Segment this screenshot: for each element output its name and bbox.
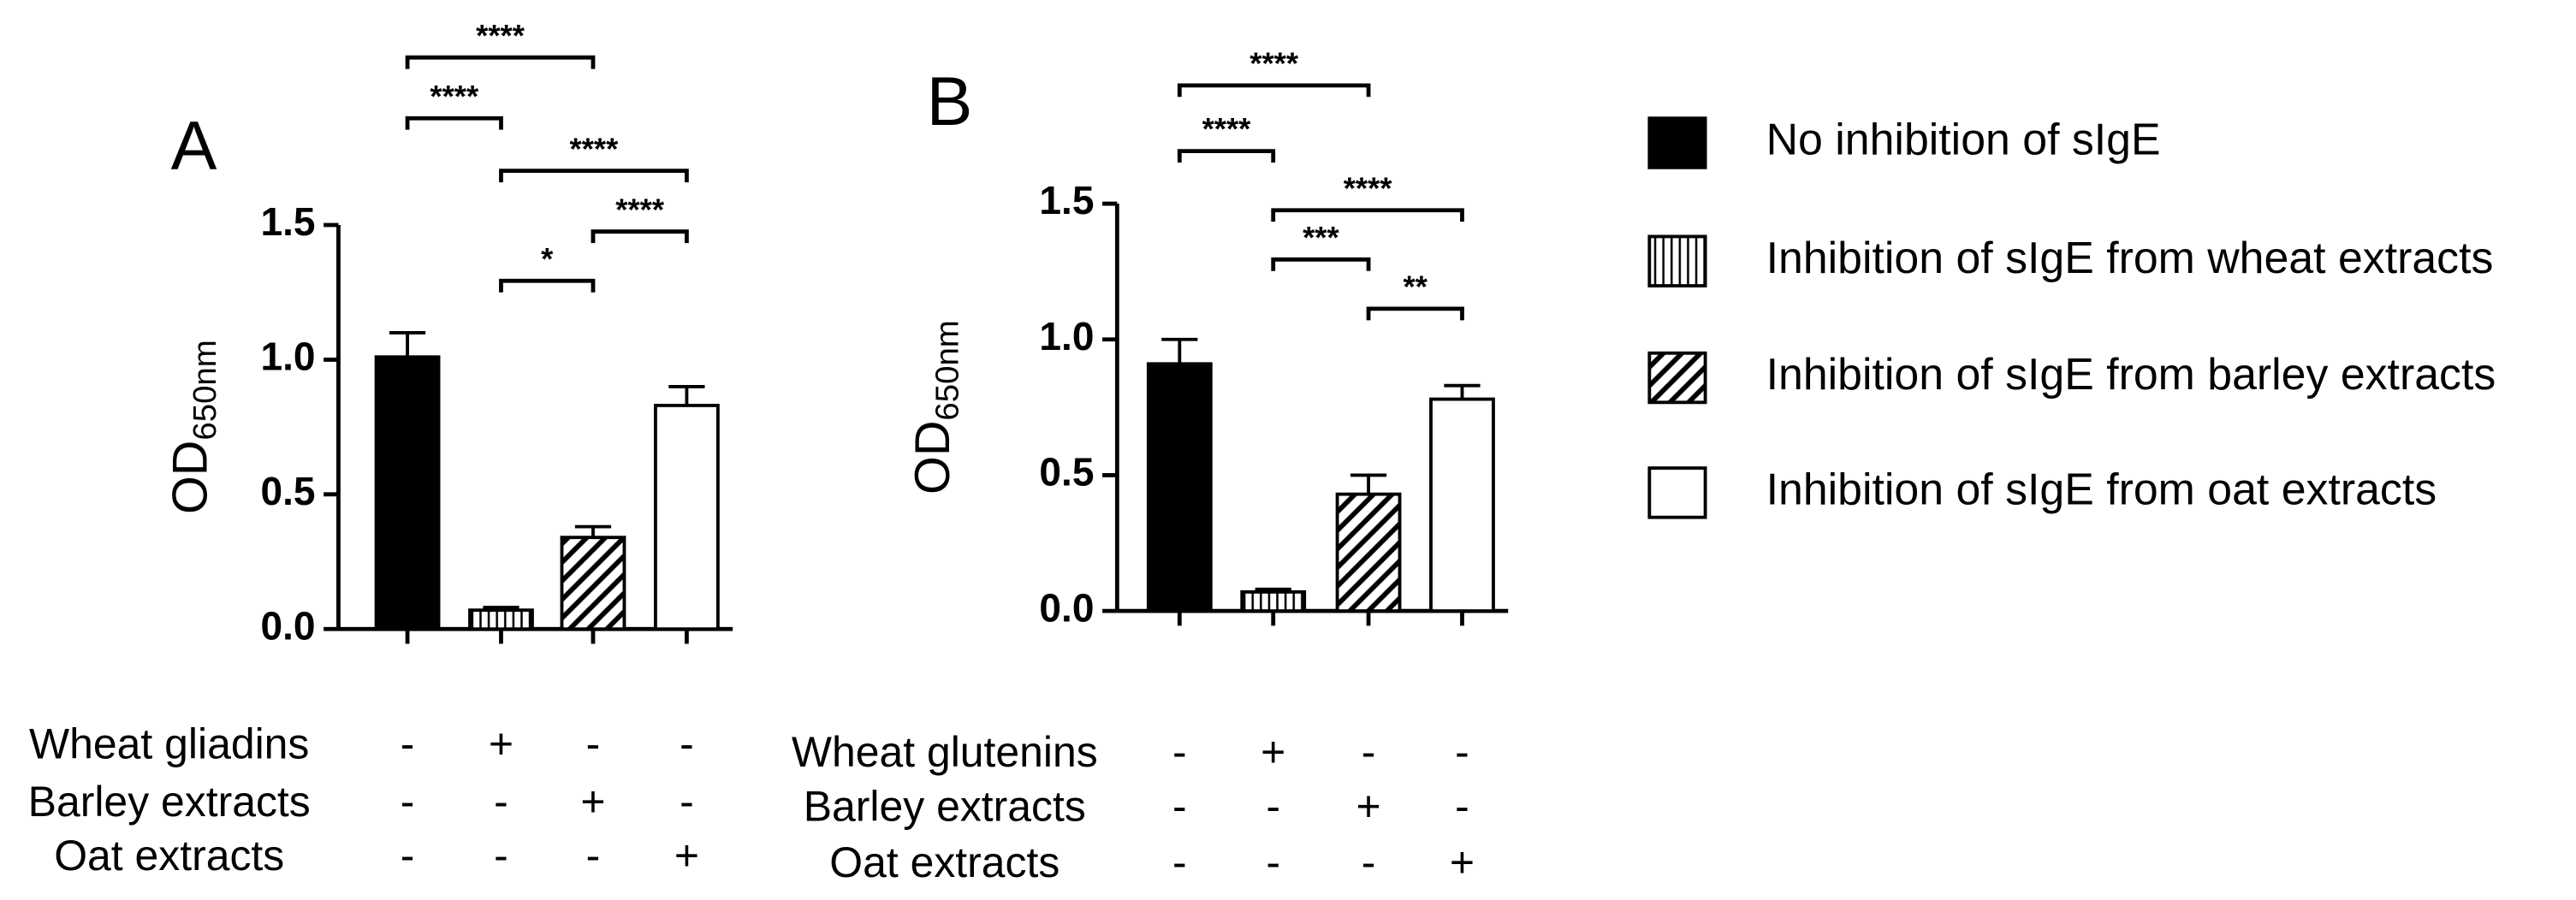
significance-bracket — [1177, 83, 1371, 98]
y-axis-label-main: OD — [163, 441, 218, 514]
condition-label: Wheat gliadins — [29, 720, 309, 768]
significance-label: **** — [476, 18, 525, 53]
condition-sign: + — [580, 778, 605, 826]
legend-swatch — [1647, 466, 1707, 519]
significance-label: **** — [615, 192, 665, 227]
significance-bracket — [405, 55, 596, 69]
y-axis-label-sub: 650nm — [187, 340, 223, 440]
bar — [560, 536, 626, 631]
condition-sign: - — [1455, 728, 1469, 776]
y-axis-label-main: OD — [905, 421, 960, 494]
condition-label: Oat extracts — [54, 832, 284, 879]
condition-sign: - — [401, 720, 415, 768]
condition-sign: - — [401, 778, 415, 826]
condition-sign: + — [1261, 728, 1285, 776]
significance-label: **** — [1202, 111, 1252, 146]
condition-sign: - — [401, 832, 415, 879]
condition-sign: - — [680, 720, 694, 768]
significance-bracket — [1271, 208, 1464, 222]
significance-bracket — [591, 229, 689, 244]
y-tick-label: 1.0 — [261, 335, 316, 379]
bar — [1146, 362, 1213, 613]
condition-sign: - — [1362, 838, 1376, 886]
significance-label: **** — [570, 131, 620, 166]
condition-label: Barley extracts — [28, 778, 311, 826]
bar — [1429, 397, 1495, 613]
condition-sign: - — [1362, 728, 1376, 776]
condition-sign: - — [1172, 728, 1187, 776]
y-tick-label: 1.0 — [1039, 314, 1094, 358]
significance-label: ** — [1404, 269, 1428, 305]
legend-swatch — [1647, 234, 1707, 287]
condition-label: Wheat glutenins — [792, 728, 1098, 776]
legend-swatch — [1647, 351, 1707, 405]
significance-bracket — [499, 169, 689, 183]
condition-sign: - — [680, 778, 694, 826]
panel-label: A — [171, 108, 217, 185]
significance-bracket — [405, 115, 503, 130]
condition-sign: + — [674, 832, 699, 879]
condition-label: Barley extracts — [804, 783, 1086, 831]
bar — [1240, 589, 1307, 613]
significance-bracket — [1177, 149, 1276, 163]
y-tick-label: 1.5 — [261, 199, 316, 244]
legend-label: Inhibition of sIgE from oat extracts — [1766, 465, 2437, 514]
condition-sign: - — [494, 778, 508, 826]
condition-sign: + — [489, 720, 513, 768]
condition-sign: + — [1356, 783, 1380, 831]
legend-label: Inhibition of sIgE from wheat extracts — [1766, 233, 2494, 282]
significance-bracket — [1366, 306, 1464, 321]
condition-sign: - — [586, 720, 601, 768]
legend-label: No inhibition of sIgE — [1766, 115, 2161, 164]
bar — [1335, 492, 1402, 613]
condition-sign: - — [586, 832, 601, 879]
y-tick-label: 0.5 — [1039, 450, 1094, 494]
legend-swatch — [1647, 116, 1707, 169]
y-tick-label: 0.5 — [261, 469, 316, 513]
y-tick-label: 0.0 — [1039, 585, 1094, 630]
condition-sign: - — [1266, 838, 1280, 886]
condition-sign: - — [1172, 783, 1187, 831]
condition-sign: - — [1455, 783, 1469, 831]
significance-label: **** — [430, 79, 479, 114]
bar — [468, 608, 534, 631]
bar — [654, 404, 720, 631]
condition-sign: - — [494, 832, 508, 879]
significance-bracket — [499, 278, 596, 293]
y-axis-label: OD650nm — [163, 340, 223, 514]
significance-label: **** — [1344, 170, 1393, 205]
condition-sign: + — [1450, 838, 1475, 886]
significance-label: **** — [1249, 45, 1299, 80]
significance-label: *** — [1303, 220, 1339, 255]
y-axis-label: OD650nm — [905, 320, 965, 494]
panel-label: B — [927, 63, 973, 140]
legend-label: Inhibition of sIgE from barley extracts — [1766, 349, 2496, 399]
significance-label: * — [541, 241, 554, 276]
significance-bracket — [1271, 257, 1371, 271]
y-axis-label-sub: 650nm — [929, 320, 966, 420]
y-tick-label: 1.5 — [1039, 178, 1094, 222]
bar — [374, 355, 441, 631]
condition-sign: - — [1172, 838, 1187, 886]
condition-label: Oat extracts — [829, 838, 1059, 886]
y-tick-label: 0.0 — [261, 603, 316, 648]
condition-sign: - — [1266, 783, 1280, 831]
